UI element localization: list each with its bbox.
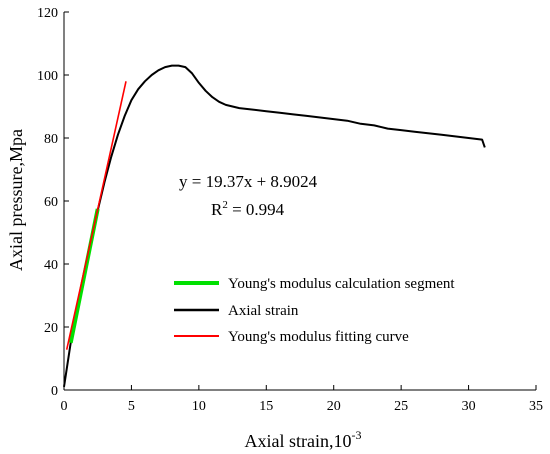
x-tick-label: 5 [128,399,135,414]
x-tick-label: 25 [394,399,408,414]
x-tick-label: 35 [529,399,543,414]
x-tick-label: 15 [259,399,273,414]
y-tick-label: 100 [37,69,58,84]
series-axial-strain [63,64,486,388]
x-tick-label: 0 [61,399,68,414]
legend-label-calculation-segment: Young's modulus calculation segment [228,276,455,292]
y-axis-title: Axial pressure,Mpa [6,129,26,271]
y-tick-label: 60 [44,195,58,210]
y-tick-label: 20 [44,321,58,336]
regression-equation: y = 19.37x + 8.9024 [179,172,318,191]
legend-label-axial-strain: Axial strain [228,303,299,319]
y-tick-label: 80 [44,132,58,147]
y-tick-label: 120 [37,6,58,21]
x-axis-title: Axial strain,10-3 [245,428,362,451]
series-lines [63,64,486,388]
legend-label-fitting-curve: Young's modulus fitting curve [228,329,409,345]
x-tick-label: 20 [327,399,341,414]
r-squared-label: R2 = 0.994 [211,199,285,219]
series-fitting-curve [65,81,127,350]
x-axis-title-exponent: -3 [351,428,361,442]
legend: Young's modulus calculation segment Axia… [174,276,455,345]
ticks: 0 5 10 15 20 25 30 35 0 20 40 60 80 100 120 [37,6,543,414]
x-tick-label: 30 [462,399,476,414]
y-tick-label: 0 [51,384,58,399]
x-tick-label: 10 [192,399,206,414]
y-tick-label: 40 [44,258,58,273]
